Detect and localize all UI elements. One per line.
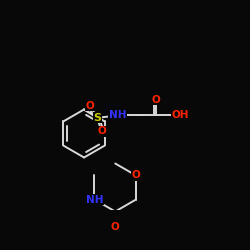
Text: NH: NH: [109, 110, 126, 120]
Text: O: O: [132, 170, 140, 180]
Text: NH: NH: [86, 194, 103, 204]
Text: O: O: [111, 222, 120, 232]
Text: OH: OH: [172, 110, 189, 120]
Text: S: S: [93, 113, 101, 123]
Text: O: O: [152, 95, 160, 105]
Text: O: O: [86, 101, 94, 111]
Text: O: O: [97, 126, 106, 136]
